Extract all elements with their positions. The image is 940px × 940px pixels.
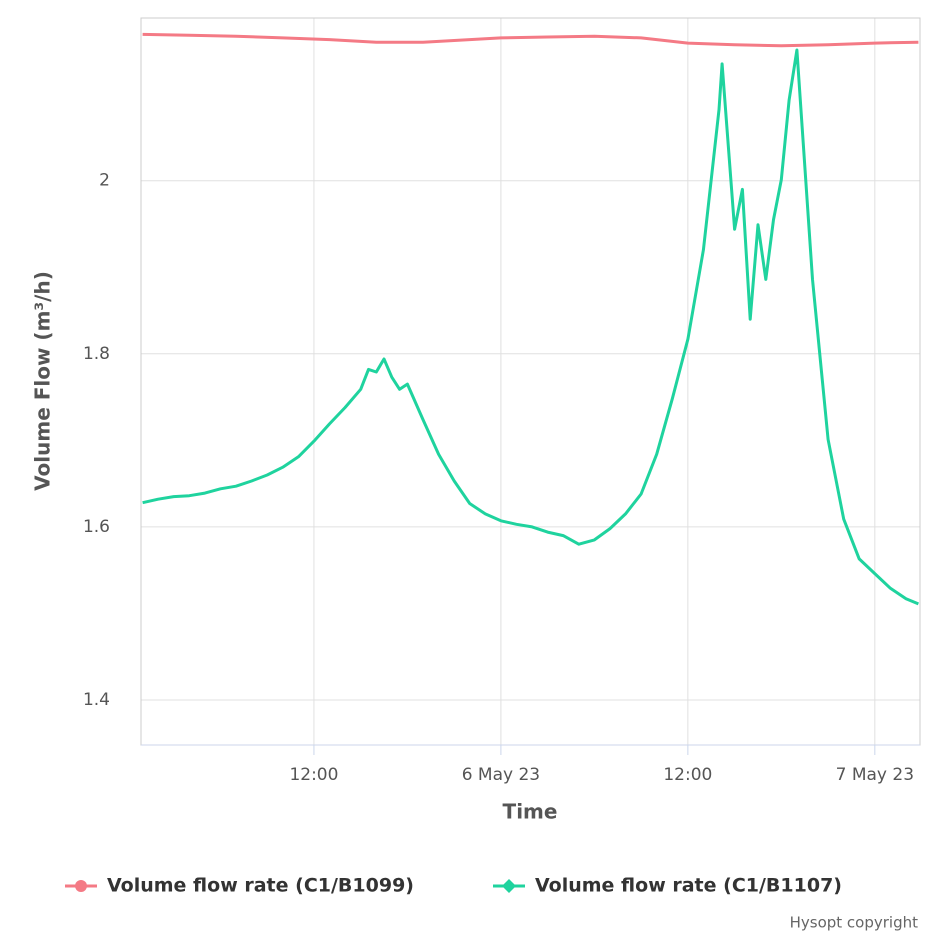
- legend-label: Volume flow rate (C1/B1099): [107, 875, 414, 897]
- legend-label: Volume flow rate (C1/B1107): [535, 875, 842, 897]
- x-tick-label: 6 May 23: [462, 765, 540, 785]
- y-tick-label: 1.8: [83, 344, 110, 364]
- y-axis-title: Volume Flow (m³/h): [31, 271, 55, 491]
- y-tick-label: 2: [99, 171, 110, 191]
- x-tick-label: 7 May 23: [836, 765, 914, 785]
- series-line: [142, 48, 919, 606]
- series-line: [142, 32, 919, 48]
- x-tick-label: 12:00: [289, 765, 338, 785]
- y-tick-label: 1.6: [83, 517, 110, 537]
- legend-marker: [502, 879, 516, 893]
- y-tick-label: 1.4: [83, 690, 110, 710]
- legend-marker: [75, 880, 87, 892]
- x-tick-label: 12:00: [663, 765, 712, 785]
- x-axis-title: Time: [503, 800, 558, 824]
- credits: Hysopt copyright: [790, 914, 919, 932]
